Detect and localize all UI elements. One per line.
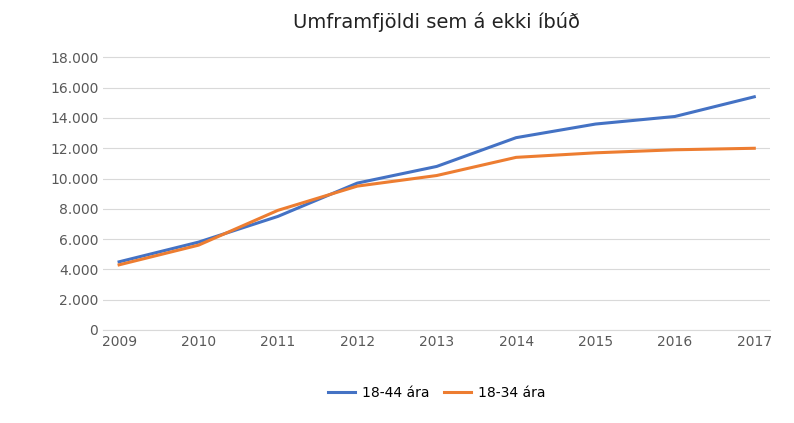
18-44 ára [750, 94, 759, 99]
18-44 ára [511, 135, 521, 140]
Line: 18-44 ára: 18-44 ára [119, 97, 754, 262]
18-34 ára [273, 208, 283, 213]
18-34 ára [114, 262, 124, 267]
18-34 ára [511, 155, 521, 160]
Title: Umframfjöldi sem á ekki íbúð: Umframfjöldi sem á ekki íbúð [293, 12, 580, 33]
18-44 ára [194, 239, 203, 244]
18-34 ára [353, 184, 362, 189]
Legend: 18-44 ára, 18-34 ára: 18-44 ára, 18-34 ára [322, 380, 551, 405]
18-34 ára [670, 147, 680, 152]
18-44 ára [432, 164, 441, 169]
18-44 ára [114, 259, 124, 264]
18-34 ára [750, 146, 759, 151]
18-34 ára [432, 173, 441, 178]
18-44 ára [353, 181, 362, 186]
18-44 ára [670, 114, 680, 119]
18-34 ára [591, 150, 600, 155]
18-44 ára [591, 121, 600, 126]
18-44 ára [273, 214, 283, 219]
Line: 18-34 ára: 18-34 ára [119, 148, 754, 265]
18-34 ára [194, 243, 203, 248]
